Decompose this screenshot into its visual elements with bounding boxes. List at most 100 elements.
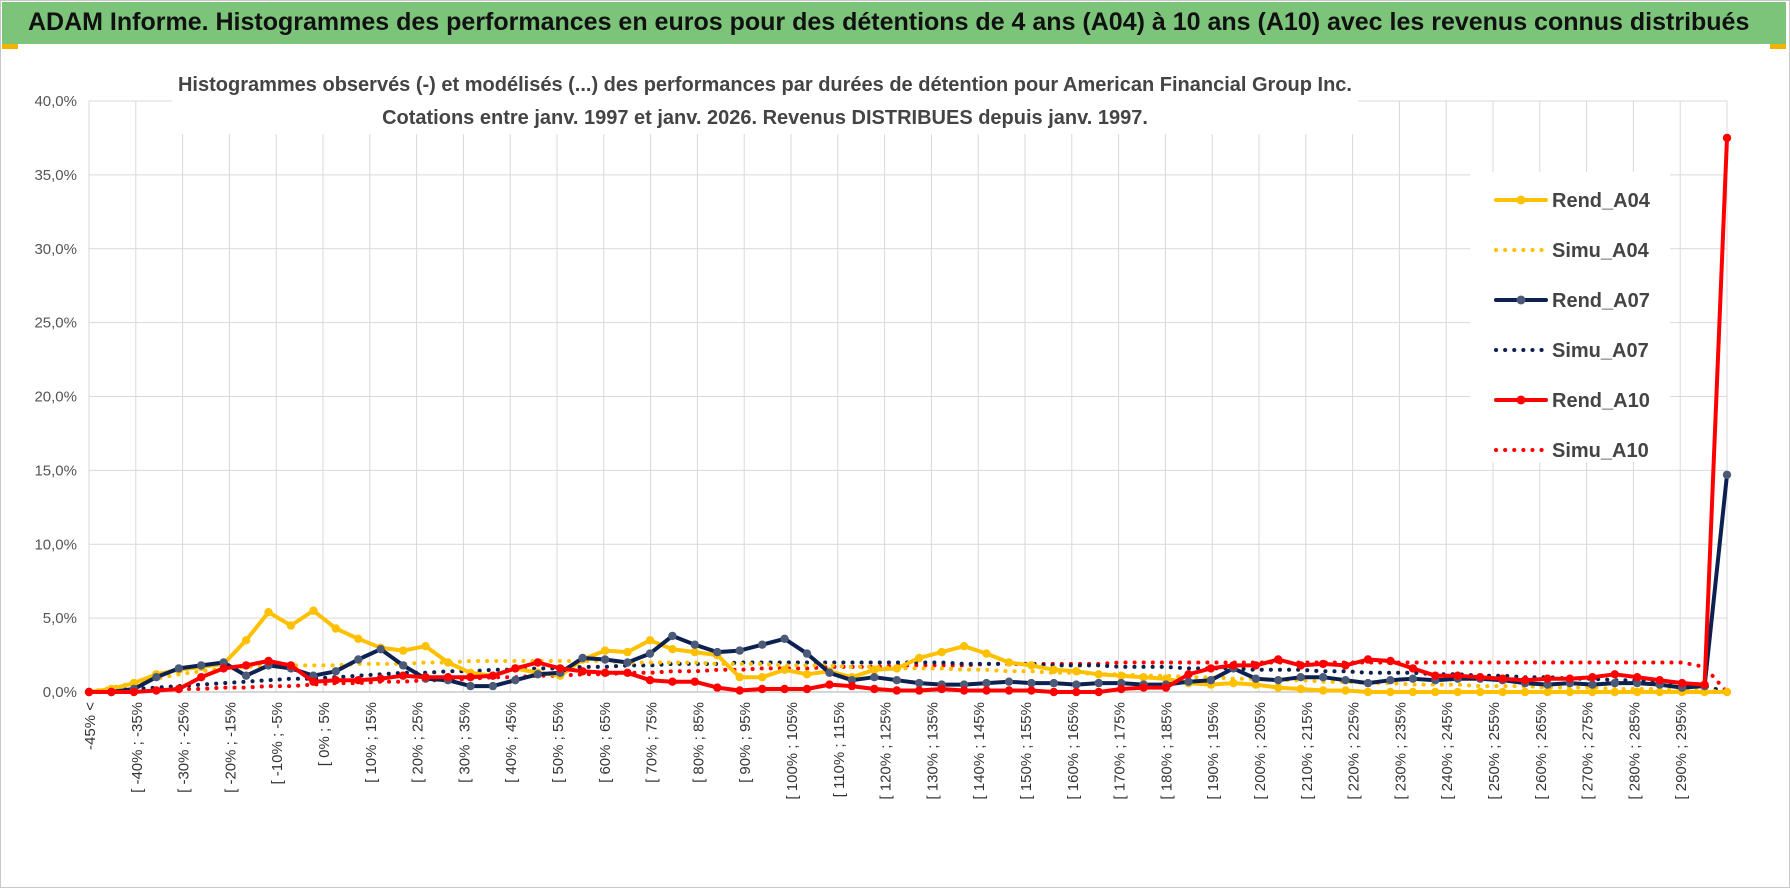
x-tick-label: [ 160% ; 165% [1065,702,1082,800]
chart-title-line1: Histogrammes observés (-) et modélisés (… [178,74,1352,96]
y-tick-label: 5,0% [43,610,77,627]
data-point [1117,678,1126,688]
data-point [892,686,901,695]
data-point [982,686,991,695]
data-point [1251,680,1261,689]
x-tick-label: [ 20% ; 25% [410,702,427,783]
x-tick-label: [ 200% ; 205% [1252,702,1269,800]
data-point [937,684,946,694]
data-point [735,646,744,655]
data-point [1363,687,1373,697]
data-point [1386,676,1395,685]
data-point [264,608,273,617]
data-point [421,673,430,682]
x-tick-label: [ 100% ; 105% [784,702,801,800]
x-tick-label: [ 240% ; 245% [1439,702,1456,800]
data-point [1565,687,1575,697]
data-point [309,606,318,615]
data-point [84,687,94,697]
data-point [1229,678,1238,688]
data-point [713,647,722,657]
data-point [466,681,475,691]
data-point [645,649,655,658]
data-point [780,634,789,643]
data-point [152,686,161,695]
data-point [1004,677,1014,686]
data-point [511,676,520,685]
data-point [915,653,924,663]
series-lines [84,133,1732,697]
x-tick-label: [ 120% ; 125% [878,702,895,800]
data-point [1296,684,1305,694]
data-point [690,640,699,649]
data-point [1206,676,1216,685]
x-tick-label: [ 90% ; 95% [737,702,754,783]
data-point [1408,687,1418,697]
data-point [982,649,991,658]
x-tick-label: [ 180% ; 185% [1158,702,1175,800]
data-point [892,676,901,685]
data-point [1341,686,1350,695]
data-point [623,668,632,677]
data-point [1072,667,1081,676]
data-point [1274,676,1283,685]
data-point [1049,665,1059,674]
data-point [1588,687,1597,697]
legend: Rend_A04 Simu_A04 Rend_A07 Simu_A07 Rend_A10… [1470,172,1670,462]
data-point [1161,674,1171,683]
data-point [1117,684,1126,694]
data-point [1520,687,1530,697]
x-tick-label: [ 280% ; 285% [1626,702,1643,800]
data-point [129,687,139,697]
x-tick-label: [ 40% ; 45% [503,702,520,783]
data-point [376,645,385,654]
data-point [600,655,610,664]
y-tick-label: 40,0% [34,93,77,110]
data-point [1274,683,1283,692]
data-point [1408,674,1418,683]
data-point [623,647,632,657]
data-point [241,661,251,670]
x-tick-label: [ 60% ; 65% [597,702,614,783]
x-tick-label: [ 230% ; 235% [1392,702,1409,800]
data-point [129,678,139,688]
data-point [1633,687,1642,697]
data-point [847,676,857,685]
data-point [1498,674,1507,683]
data-point [1184,670,1193,679]
data-point [1610,678,1620,688]
data-point [802,670,812,679]
x-tick-label: [ 260% ; 265% [1533,702,1550,800]
series-line-rend-a07 [87,472,1729,694]
data-point [488,681,498,691]
data-point [421,642,430,651]
data-point [398,661,408,670]
data-point [1318,659,1328,669]
data-point [354,676,363,685]
data-point [600,668,610,677]
data-point [1408,664,1418,673]
x-tick-label: -45% < [82,702,99,750]
data-point [1610,670,1620,679]
data-point [1094,687,1103,697]
data-point [1453,687,1462,697]
data-point [1139,673,1148,682]
data-point [1072,687,1081,697]
data-point [915,686,924,695]
data-point [1498,687,1507,697]
legend-background [1470,172,1670,462]
data-point [1072,680,1081,689]
y-tick-label: 15,0% [34,462,77,479]
data-point [1476,687,1485,697]
data-point [825,668,834,677]
data-point [219,658,228,667]
x-tick-label: [ 130% ; 135% [924,702,941,800]
data-point [802,649,812,658]
data-point [219,664,228,673]
data-point [735,673,744,682]
data-point [1610,687,1620,697]
data-point [1184,677,1193,686]
x-tick-label: [ 270% ; 275% [1580,702,1597,800]
data-point [1027,661,1036,670]
